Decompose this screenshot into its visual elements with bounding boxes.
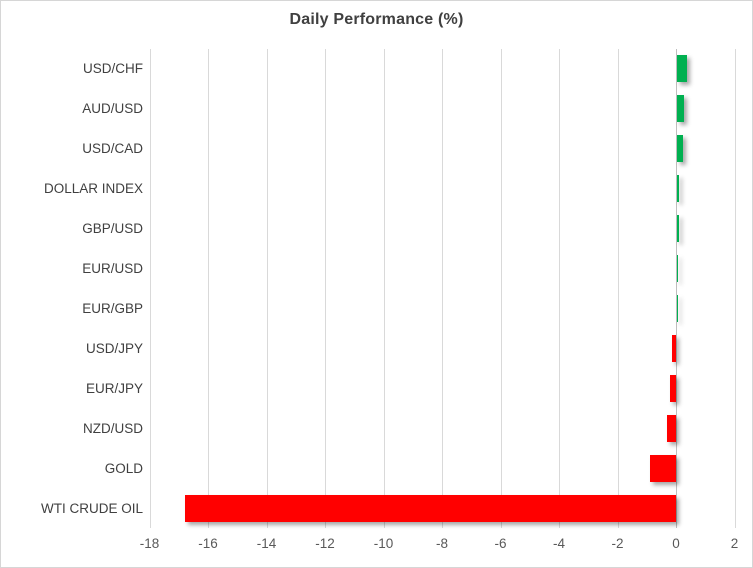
bar-usd-chf bbox=[677, 55, 688, 83]
category-label-dollar-index: DOLLAR INDEX bbox=[43, 181, 143, 197]
zero-axis-line bbox=[676, 49, 677, 528]
gridline bbox=[500, 49, 502, 528]
category-label-wti-crude-oil: WTI CRUDE OIL bbox=[40, 500, 143, 516]
x-tick-label: -18 bbox=[139, 536, 160, 551]
x-tick-label: -4 bbox=[552, 536, 566, 551]
bar-usd-jpy bbox=[671, 334, 676, 362]
category-label-gbp-usd: GBP/USD bbox=[82, 221, 143, 237]
bar-usd-cad bbox=[677, 135, 684, 163]
x-tick-label: -6 bbox=[494, 536, 507, 551]
category-label-usd-jpy: USD/JPY bbox=[85, 340, 143, 356]
category-label-eur-usd: EUR/USD bbox=[82, 261, 143, 277]
gridline bbox=[617, 49, 619, 528]
x-tick-label: -14 bbox=[256, 536, 277, 551]
x-tick-label: -16 bbox=[198, 536, 218, 551]
bar-nzd-usd bbox=[666, 414, 676, 442]
chart-title: Daily Performance (%) bbox=[289, 11, 464, 28]
gridline bbox=[208, 49, 209, 528]
category-label-gold: GOLD bbox=[104, 460, 143, 476]
x-tick-label: 2 bbox=[730, 536, 739, 551]
x-tick-label: -2 bbox=[611, 536, 624, 551]
x-tick-label: 0 bbox=[672, 536, 680, 551]
bar-gold bbox=[649, 454, 676, 482]
category-label-eur-jpy: EUR/JPY bbox=[85, 380, 143, 396]
bar-eur-usd bbox=[677, 255, 678, 283]
gridline bbox=[442, 49, 443, 528]
x-tick-label: -10 bbox=[373, 536, 394, 551]
bar-gbp-usd bbox=[677, 215, 679, 243]
x-tick-label: -12 bbox=[315, 536, 335, 551]
bar-eur-gbp bbox=[677, 294, 678, 322]
category-label-eur-gbp: EUR/GBP bbox=[82, 300, 143, 316]
category-label-aud-usd: AUD/USD bbox=[82, 101, 143, 117]
gridline bbox=[559, 49, 560, 528]
bar-eur-jpy bbox=[670, 374, 676, 402]
gridline bbox=[266, 49, 268, 528]
gridline bbox=[149, 49, 151, 528]
bar-aud-usd bbox=[677, 95, 685, 123]
gridline bbox=[734, 49, 736, 528]
gridline bbox=[325, 49, 326, 528]
gridline bbox=[383, 49, 385, 528]
bar-wti-crude-oil bbox=[184, 494, 676, 522]
category-label-usd-cad: USD/CAD bbox=[82, 141, 143, 157]
bar-dollar-index bbox=[677, 175, 680, 203]
x-tick-label: -8 bbox=[435, 536, 449, 551]
category-label-nzd-usd: NZD/USD bbox=[83, 420, 143, 436]
category-label-usd-chf: USD/CHF bbox=[83, 61, 143, 77]
